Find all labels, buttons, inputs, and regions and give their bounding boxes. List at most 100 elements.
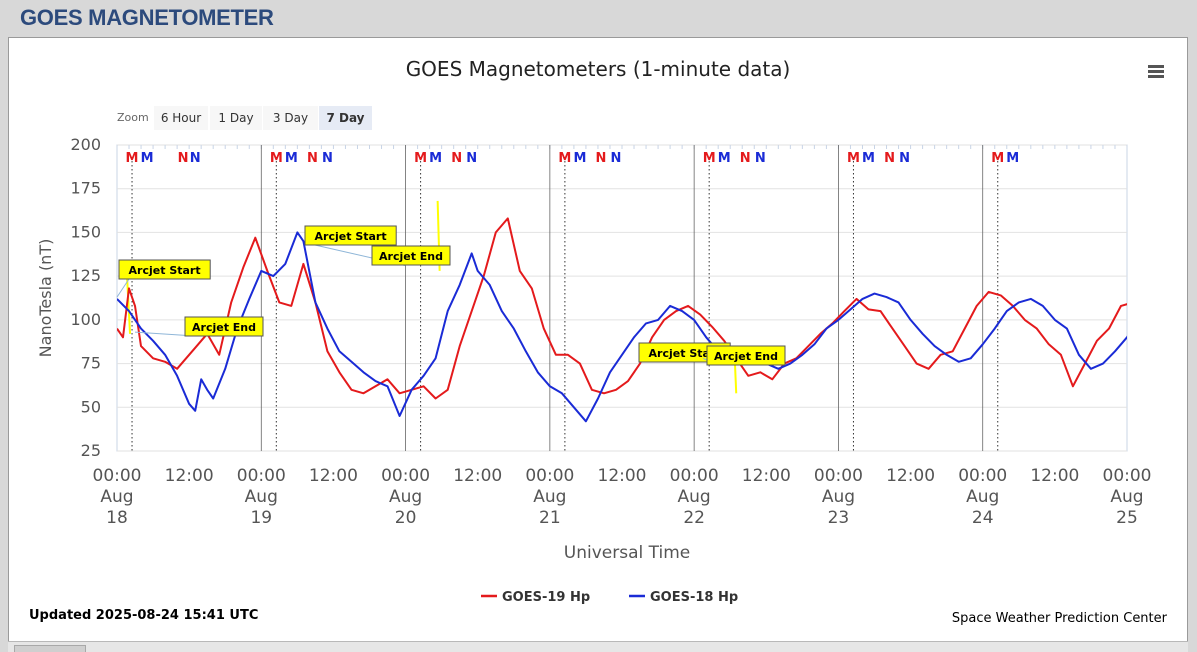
mn-marker-label: M (429, 151, 442, 166)
x-tick-label: 00:00 (814, 466, 863, 486)
mn-marker-label: M (573, 151, 586, 166)
x-tick-label: 18 (106, 508, 128, 528)
x-tick-label: 22 (683, 508, 705, 528)
legend-item-label: GOES-18 Hp (650, 590, 738, 605)
chart-title: GOES Magnetometers (1-minute data) (406, 57, 791, 81)
mn-marker-label: N (884, 151, 895, 166)
zoom-button-label: 3 Day (273, 111, 308, 125)
x-tick-label: 12:00 (886, 466, 935, 486)
x-tick-label: 19 (250, 508, 272, 528)
x-tick-label: 24 (972, 508, 994, 528)
mn-marker-label: M (414, 151, 427, 166)
zoom-button-label: 1 Day (218, 111, 253, 125)
annotation-label: Arcjet Start (129, 264, 201, 277)
y-tick-label: 125 (70, 266, 101, 285)
mn-marker-label: N (307, 151, 318, 166)
annotation-connector (116, 278, 130, 298)
plot-area: 25 50 75 100 125 150 175 200 NanoTesla (nT) 00:00… (36, 135, 1152, 563)
mn-marker-label: M (991, 151, 1004, 166)
y-tick-label: 200 (70, 135, 101, 154)
y-tick-label: 150 (70, 222, 101, 241)
chart-svg: GOES Magnetometers (1-minute data) Zoom … (29, 57, 1168, 626)
zoom-button-1-day[interactable]: 1 Day (210, 106, 262, 130)
annotation-box (304, 225, 397, 246)
mn-marker-label: N (755, 151, 766, 166)
x-tick-label: 12:00 (165, 466, 214, 486)
annotation-label: Arcjet End (714, 350, 778, 363)
mn-marker-label: N (451, 151, 462, 166)
x-tick-label: 21 (539, 508, 561, 528)
zoom-button-bg (263, 106, 318, 130)
x-tick-label: 00:00 (1103, 466, 1152, 486)
mn-marker-label: M (126, 151, 139, 166)
mn-marker-label: N (190, 151, 201, 166)
mn-marker-label: N (596, 151, 607, 166)
x-tick-label: 12:00 (742, 466, 791, 486)
x-tick-label: Aug (245, 487, 278, 507)
zoom-button-3-day[interactable]: 3 Day (263, 106, 318, 130)
y-tick-label: 50 (81, 397, 101, 416)
y-tick-label: 25 (81, 441, 101, 460)
annotation-label: Arcjet End (192, 321, 256, 334)
series-line-goes18 (117, 231, 1127, 423)
hamburger-menu-icon[interactable] (1146, 62, 1166, 82)
x-tick-label: 00:00 (670, 466, 719, 486)
x-tick-label: 12:00 (598, 466, 647, 486)
x-tick-label: 20 (395, 508, 417, 528)
legend: GOES-19 Hp GOES-18 Hp (481, 590, 738, 605)
x-tick-label: 00:00 (525, 466, 574, 486)
mn-marker-label: M (862, 151, 875, 166)
mn-marker-label: M (847, 151, 860, 166)
page-header: GOES MAGNETOMETER (0, 0, 1197, 36)
credit-text: Space Weather Prediction Center (952, 611, 1168, 626)
x-tick-label: 00:00 (93, 466, 142, 486)
x-tick-label: Aug (389, 487, 422, 507)
annotation-box (371, 245, 451, 266)
plot-frame (116, 144, 1128, 452)
x-tick-label: 00:00 (237, 466, 286, 486)
x-tick-label: 12:00 (1030, 466, 1079, 486)
mn-marker-label: M (718, 151, 731, 166)
x-tick-label: Aug (822, 487, 855, 507)
x-tick-label: 00:00 (381, 466, 430, 486)
zoom-button-bg (319, 106, 372, 130)
annotation-label: Arcjet Start (649, 347, 721, 360)
x-tick-label: Aug (533, 487, 566, 507)
x-tick-label: 00:00 (958, 466, 1007, 486)
zoom-button-7-day[interactable]: 7 Day (319, 106, 372, 130)
zoom-button-bg (210, 106, 262, 130)
series-group (117, 200, 1127, 423)
zoom-buttons: 6 Hour 1 Day 3 Day 7 Day (154, 106, 372, 130)
legend-item-label: GOES-19 Hp (502, 590, 590, 605)
annotation-label: Arcjet End (379, 250, 443, 263)
mn-marker-label: N (466, 151, 477, 166)
mn-marker-label: N (611, 151, 622, 166)
annotation-box (706, 345, 786, 366)
zoom-label: Zoom (117, 111, 149, 124)
x-tick-label: Aug (678, 487, 711, 507)
mn-marker-label: M (285, 151, 298, 166)
y-axis-title: NanoTesla (nT) (36, 239, 55, 358)
chart-panel: GOES Magnetometers (1-minute data) Zoom … (8, 37, 1188, 642)
mn-marker-label: N (322, 151, 333, 166)
mn-marker-label: N (178, 151, 189, 166)
bottom-scroll-strip (8, 641, 1188, 652)
zoom-button-label: 7 Day (326, 111, 364, 125)
x-tick-label: 23 (828, 508, 850, 528)
x-tick-label: Aug (966, 487, 999, 507)
mn-marker-label: M (558, 151, 571, 166)
mn-marker-label: M (1006, 151, 1019, 166)
zoom-button-6-hour[interactable]: 6 Hour (154, 106, 208, 130)
page-title: GOES MAGNETOMETER (20, 5, 274, 30)
x-tick-label: Aug (1110, 487, 1143, 507)
bottom-tab[interactable] (14, 645, 86, 652)
y-tick-label: 75 (81, 354, 101, 373)
zoom-button-bg (154, 106, 208, 130)
zoom-button-label: 6 Hour (161, 111, 201, 125)
x-tick-label: 12:00 (453, 466, 502, 486)
y-tick-label: 100 (70, 310, 101, 329)
y-tick-label: 175 (70, 179, 101, 198)
arcjet-trace (126, 276, 132, 334)
series-line-goes19 (117, 217, 1127, 400)
mn-marker-label: M (703, 151, 716, 166)
